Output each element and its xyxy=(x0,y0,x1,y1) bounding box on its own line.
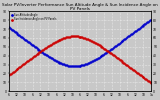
Legend: Sun Altitude Angle, Sun Incidence Angle on PV Panels: Sun Altitude Angle, Sun Incidence Angle … xyxy=(10,13,57,22)
Title: Solar PV/Inverter Performance Sun Altitude Angle & Sun Incidence Angle on PV Pan: Solar PV/Inverter Performance Sun Altitu… xyxy=(2,3,158,11)
